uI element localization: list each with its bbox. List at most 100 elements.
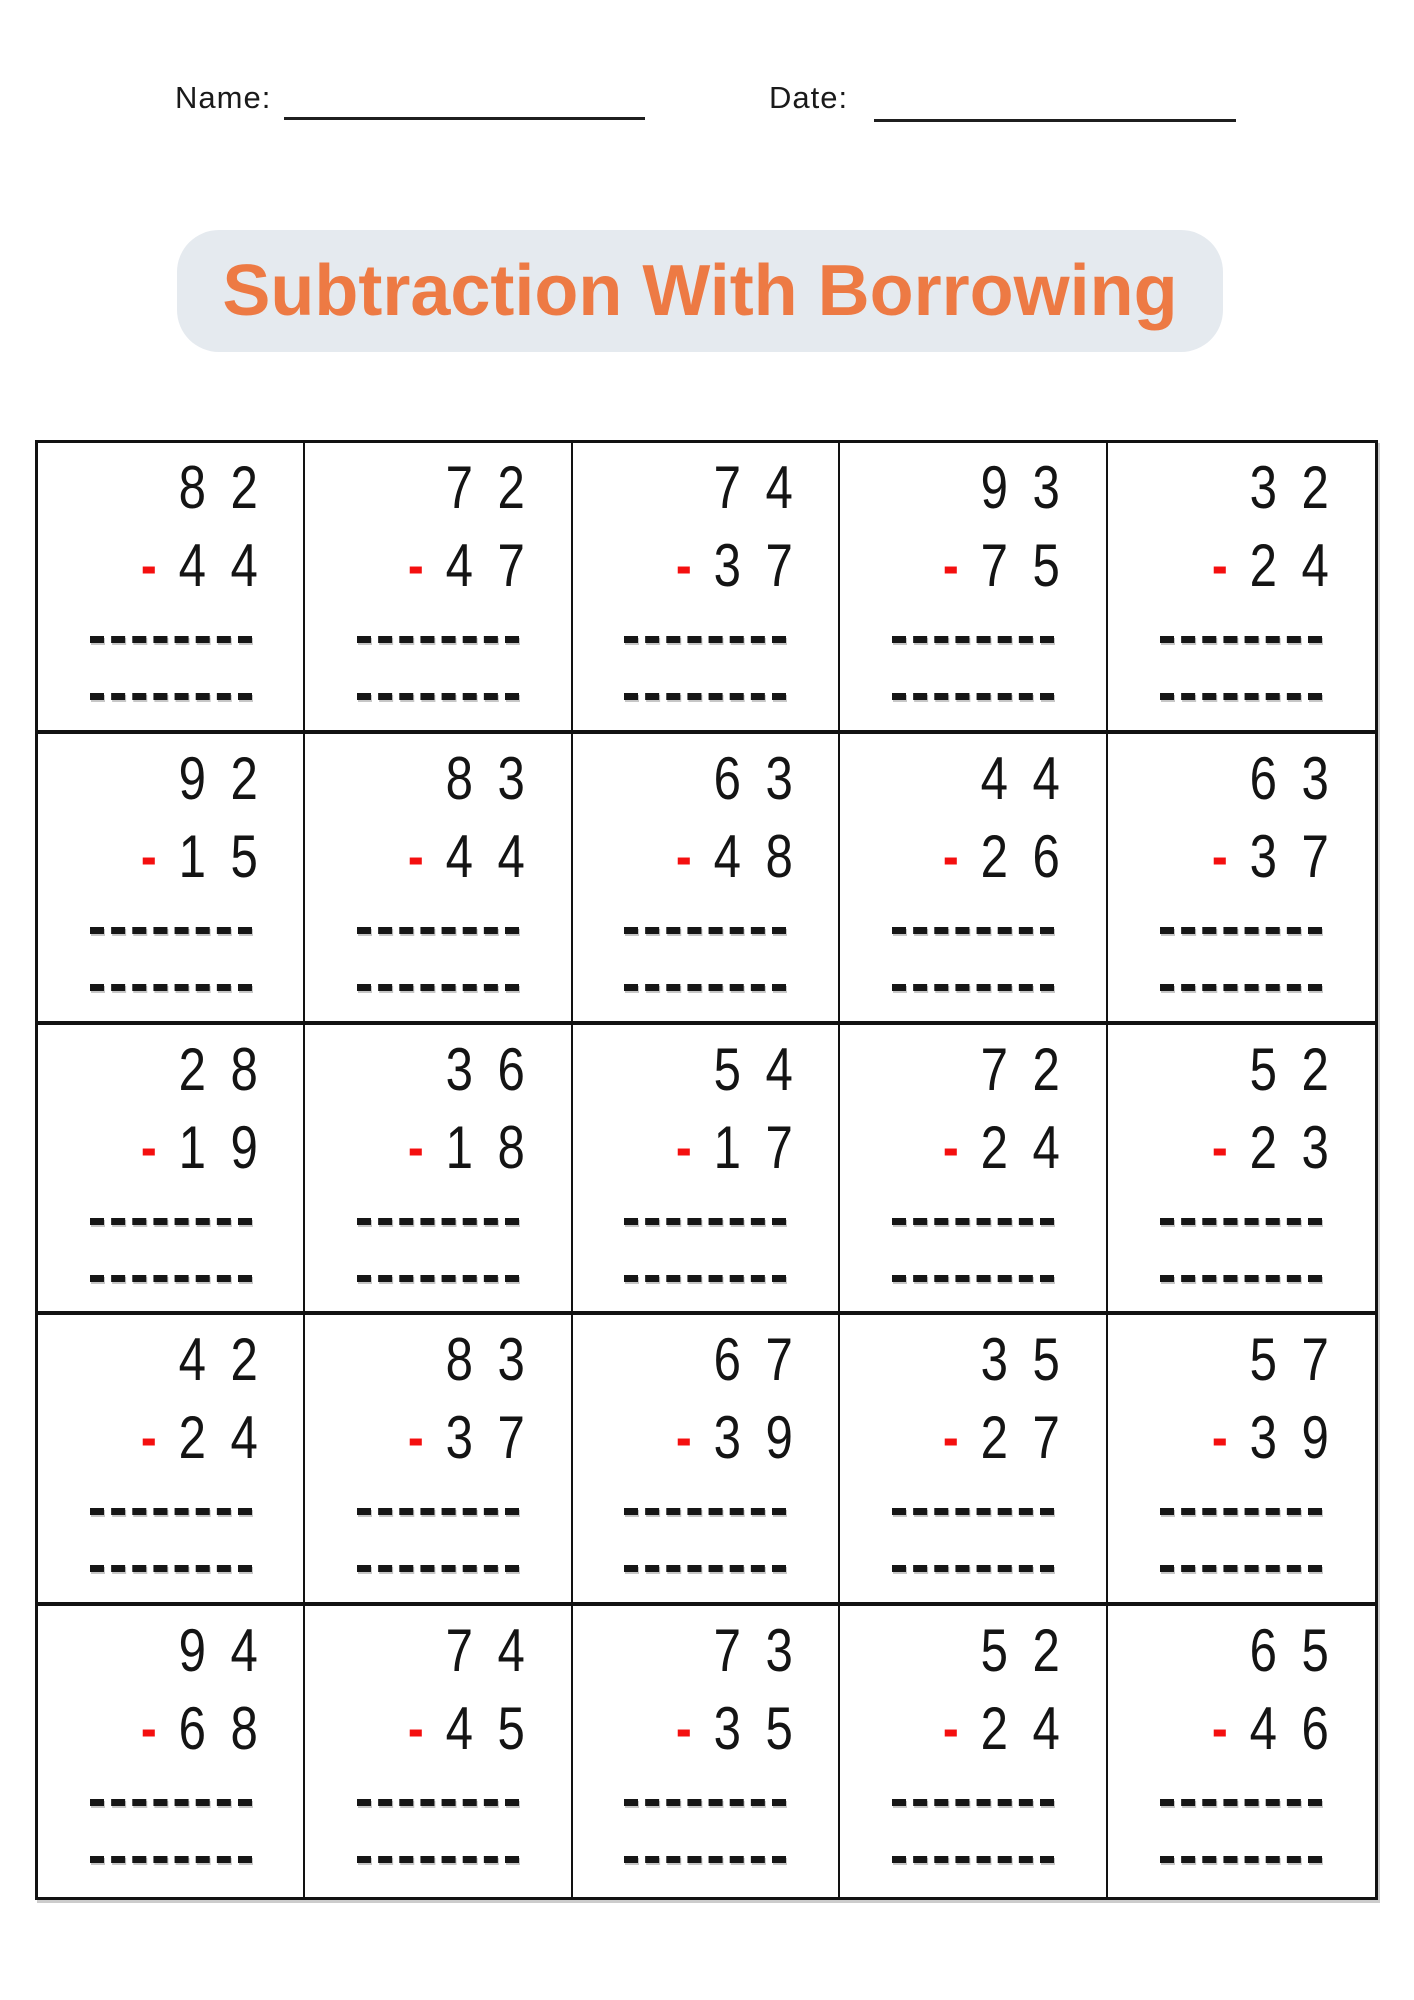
problem-cell: 93 - 75 — [840, 443, 1108, 734]
subtrahend: 48 — [713, 822, 818, 890]
answer-blank-line-2[interactable] — [1160, 1856, 1323, 1864]
problem-cell: 74 - 37 — [572, 443, 841, 734]
subtrahend: 15 — [178, 822, 283, 890]
answer-blank-line-1[interactable] — [89, 1799, 252, 1807]
answer-blank-line-2[interactable] — [624, 983, 787, 991]
problem-cell: 52 - 24 — [840, 1606, 1108, 1897]
answer-blank-line-1[interactable] — [624, 1799, 787, 1807]
subtrahend: 39 — [1249, 1404, 1354, 1472]
answer-blank-line-2[interactable] — [89, 693, 252, 700]
subtrahend: 24 — [980, 1113, 1085, 1181]
answer-blank-line-2[interactable] — [624, 693, 787, 700]
subtrahend: 24 — [980, 1695, 1085, 1763]
answer-blank-line-1[interactable] — [1160, 1217, 1323, 1225]
minuend: 36 — [445, 1035, 550, 1103]
answer-blank-line-1[interactable] — [357, 636, 520, 643]
subtraction-problem: 83 - 44 — [305, 734, 570, 886]
answer-blank-line-1[interactable] — [357, 926, 520, 934]
subtraction-problem: 54 - 17 — [573, 1025, 838, 1177]
minuend: 52 — [1249, 1035, 1354, 1103]
answer-blank-line-1[interactable] — [89, 926, 252, 934]
minuend: 42 — [178, 1326, 283, 1394]
minus-sign: - — [675, 1696, 692, 1762]
answer-blank-line-1[interactable] — [624, 926, 787, 934]
subtraction-problem: 32 - 24 — [1108, 443, 1375, 596]
answer-blank-line-2[interactable] — [1160, 983, 1323, 991]
answer-blank-line-2[interactable] — [357, 1565, 520, 1573]
subtrahend: 47 — [445, 532, 550, 599]
subtrahend: 27 — [980, 1404, 1085, 1472]
answer-blank-line-1[interactable] — [89, 1217, 252, 1225]
answer-blank-line-2[interactable] — [357, 1274, 520, 1282]
answer-blank-line-1[interactable] — [89, 636, 252, 643]
subtrahend: 35 — [713, 1695, 818, 1763]
answer-blank-line-2[interactable] — [624, 1856, 787, 1864]
minuend: 74 — [713, 454, 818, 521]
answer-blank-line-2[interactable] — [624, 1565, 787, 1573]
answer-blank-line-2[interactable] — [1160, 1565, 1323, 1573]
answer-blank-line-2[interactable] — [891, 1856, 1054, 1864]
minus-sign: - — [943, 533, 959, 598]
problem-cell: 63 - 48 — [572, 733, 841, 1025]
subtraction-problem: 94 - 68 — [38, 1606, 303, 1759]
answer-blank-line-2[interactable] — [891, 693, 1054, 700]
answer-blank-line-1[interactable] — [89, 1508, 252, 1516]
subtrahend: 37 — [713, 532, 818, 599]
answer-blank-line-1[interactable] — [357, 1508, 520, 1516]
problem-cell: 94 - 68 — [38, 1606, 306, 1897]
answer-blank-line-1[interactable] — [891, 926, 1054, 934]
answer-blank-line-2[interactable] — [1160, 1274, 1323, 1282]
subtrahend: 26 — [980, 822, 1085, 890]
subtraction-problem: 28 - 19 — [38, 1025, 303, 1177]
answer-blank-line-1[interactable] — [624, 636, 787, 643]
subtraction-problem: 72 - 47 — [305, 443, 570, 599]
answer-blank-line-1[interactable] — [891, 1508, 1054, 1516]
minuend: 32 — [1249, 454, 1354, 521]
name-blank-line[interactable] — [284, 117, 645, 120]
answer-blank-line-1[interactable] — [1160, 636, 1323, 643]
answer-blank-line-2[interactable] — [89, 1274, 252, 1282]
answer-blank-line-1[interactable] — [624, 1508, 787, 1516]
answer-blank-line-1[interactable] — [891, 636, 1054, 643]
answer-blank-line-1[interactable] — [891, 1799, 1054, 1807]
answer-blank-line-2[interactable] — [357, 1856, 520, 1864]
date-blank-line[interactable] — [874, 119, 1236, 122]
answer-blank-line-1[interactable] — [1160, 1799, 1323, 1807]
answer-blank-line-2[interactable] — [1160, 693, 1323, 700]
problem-cell: 57 - 39 — [1107, 1315, 1375, 1607]
minus-sign: - — [1211, 1696, 1228, 1762]
answer-blank-line-1[interactable] — [357, 1799, 520, 1807]
answer-blank-line-2[interactable] — [357, 983, 520, 991]
answer-blank-line-1[interactable] — [891, 1217, 1054, 1225]
minus-sign: - — [408, 1405, 425, 1471]
minus-sign: - — [675, 1405, 692, 1471]
answer-blank-line-1[interactable] — [624, 1217, 787, 1225]
subtrahend: 37 — [1249, 822, 1354, 890]
subtrahend: 75 — [980, 532, 1085, 599]
subtrahend: 46 — [1249, 1695, 1354, 1763]
answer-blank-line-2[interactable] — [357, 693, 520, 700]
answer-blank-line-1[interactable] — [1160, 1508, 1323, 1516]
answer-blank-line-2[interactable] — [891, 1565, 1054, 1573]
problem-cell: 74 - 45 — [305, 1606, 573, 1897]
minuend: 92 — [178, 744, 283, 812]
answer-blank-line-2[interactable] — [89, 983, 252, 991]
problem-cell: 52 - 23 — [1107, 1025, 1375, 1316]
minus-sign: - — [140, 1114, 157, 1180]
answer-blank-line-2[interactable] — [624, 1274, 787, 1282]
answer-blank-line-2[interactable] — [891, 983, 1054, 991]
minuend: 63 — [1249, 744, 1354, 812]
answer-blank-line-1[interactable] — [357, 1217, 520, 1225]
subtraction-problem: 74 - 45 — [305, 1606, 570, 1759]
answer-blank-line-2[interactable] — [89, 1565, 252, 1573]
subtraction-problem: 35 - 27 — [840, 1315, 1105, 1472]
minuend: 72 — [445, 454, 550, 521]
answer-blank-line-2[interactable] — [891, 1274, 1054, 1282]
minus-sign: - — [1211, 1114, 1228, 1180]
subtraction-problem: 67 - 39 — [573, 1315, 838, 1471]
minus-sign: - — [140, 1405, 157, 1471]
problem-cell: 44 - 26 — [840, 733, 1108, 1025]
subtraction-problem: 42 - 24 — [38, 1315, 303, 1471]
answer-blank-line-2[interactable] — [89, 1856, 252, 1864]
answer-blank-line-1[interactable] — [1160, 926, 1323, 934]
